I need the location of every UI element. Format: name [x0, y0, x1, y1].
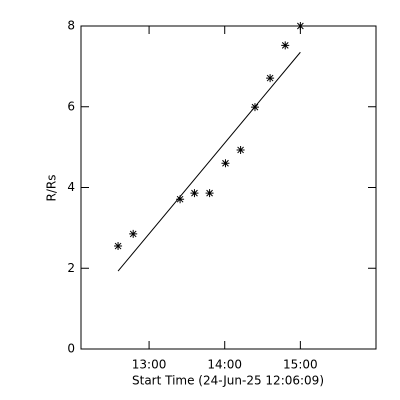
data-point — [281, 41, 290, 50]
data-point — [266, 74, 275, 83]
data-point — [129, 229, 138, 238]
y-tick-label: 6 — [67, 99, 75, 113]
y-tick-label: 8 — [67, 19, 75, 33]
x-tick-label: 14:00 — [207, 358, 242, 372]
data-point — [205, 189, 214, 198]
x-axis-label: Start Time (24-Jun-25 12:06:09) — [132, 374, 324, 388]
fit-line — [117, 51, 301, 272]
data-point — [296, 22, 305, 30]
data-point — [190, 189, 199, 198]
data-point — [236, 145, 245, 154]
y-tick-label: 4 — [67, 180, 75, 194]
data-point — [114, 242, 123, 251]
y-tick-label: 2 — [67, 261, 75, 275]
data-point — [176, 195, 185, 204]
y-axis-label: R/Rs — [45, 175, 59, 202]
x-tick-label: 13:00 — [132, 358, 167, 372]
plot-frame — [80, 25, 377, 350]
y-tick-label: 0 — [67, 342, 75, 356]
data-point — [221, 159, 230, 168]
x-tick-label: 15:00 — [283, 358, 318, 372]
